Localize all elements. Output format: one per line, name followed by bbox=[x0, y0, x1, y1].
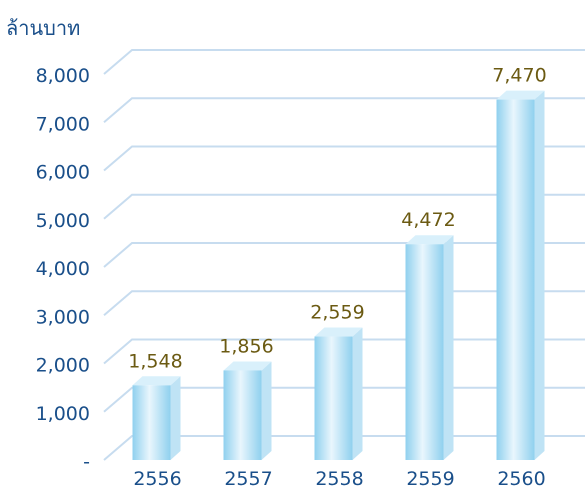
y-tick-label: - bbox=[83, 451, 90, 473]
bar bbox=[223, 370, 262, 460]
bar-value-label: 7,470 bbox=[492, 65, 546, 87]
bar-top bbox=[496, 90, 545, 100]
y-tick-label: 1,000 bbox=[36, 403, 90, 425]
bar-side bbox=[534, 90, 545, 460]
bar-value-label: 1,856 bbox=[219, 335, 273, 357]
bar bbox=[314, 336, 353, 460]
y-tick-label: 7,000 bbox=[36, 113, 90, 135]
bar-side bbox=[261, 361, 272, 460]
gridline bbox=[103, 193, 585, 220]
bar bbox=[132, 385, 171, 460]
y-axis-unit-label: ล้านบาท bbox=[6, 16, 81, 40]
gridline bbox=[103, 145, 585, 172]
bar bbox=[405, 244, 444, 460]
bar-side bbox=[170, 376, 181, 460]
bar-side bbox=[443, 235, 454, 460]
y-tick-label: 4,000 bbox=[36, 258, 90, 280]
x-tick-label: 2560 bbox=[497, 468, 545, 490]
bar-side bbox=[352, 327, 363, 460]
y-tick-label: 6,000 bbox=[36, 162, 90, 184]
y-tick-label: 2,000 bbox=[36, 355, 90, 377]
gridline bbox=[103, 97, 585, 124]
gridline bbox=[103, 49, 585, 75]
bar-top bbox=[405, 235, 454, 245]
y-tick-label: 3,000 bbox=[36, 306, 90, 328]
x-tick-label: 2559 bbox=[406, 468, 454, 490]
x-tick-label: 2557 bbox=[224, 468, 272, 490]
x-tick-label: 2556 bbox=[133, 468, 181, 490]
bar-top bbox=[314, 327, 363, 337]
bar-value-label: 4,472 bbox=[401, 209, 455, 231]
bar-value-label: 2,559 bbox=[310, 302, 364, 324]
y-tick-label: 5,000 bbox=[36, 210, 90, 232]
bar bbox=[496, 99, 535, 460]
bar-top bbox=[132, 376, 181, 386]
bar-value-label: 1,548 bbox=[128, 350, 182, 372]
y-tick-label: 8,000 bbox=[36, 65, 90, 87]
bar-top bbox=[223, 361, 272, 371]
x-tick-label: 2558 bbox=[315, 468, 363, 490]
